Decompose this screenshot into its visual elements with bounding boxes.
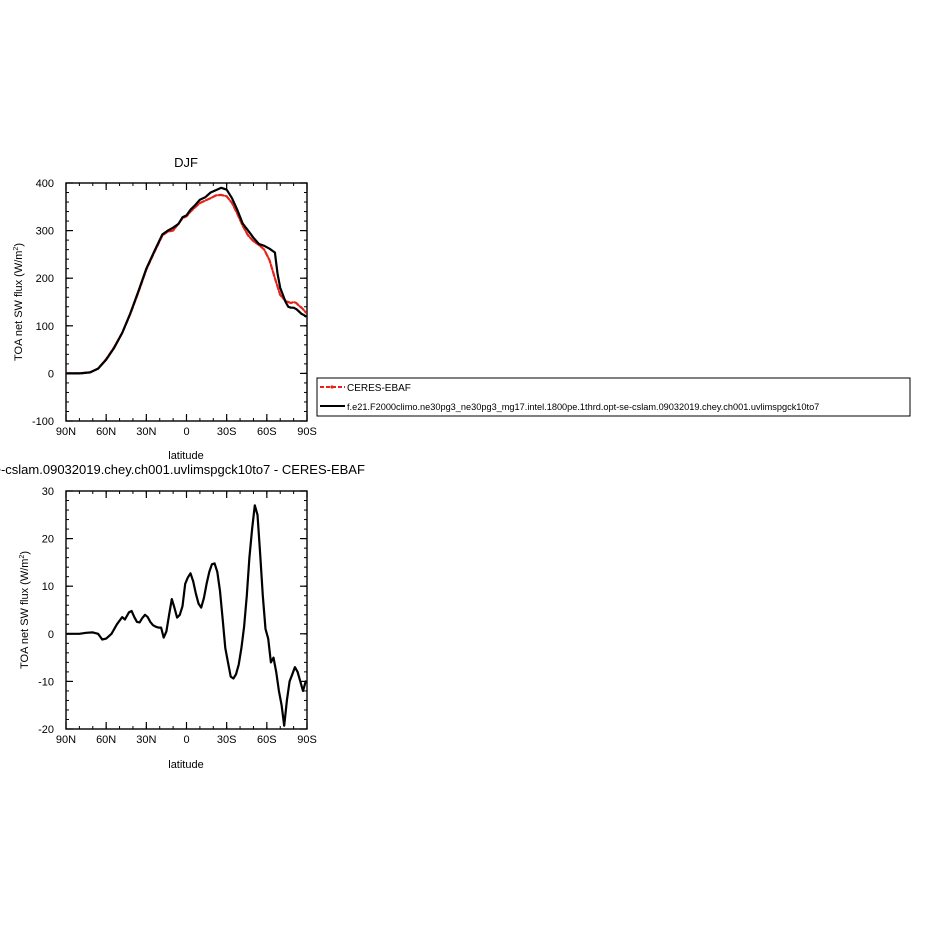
y-axis-label-bottom: TOA net SW flux (W/m2): [19, 551, 31, 669]
x-tick-label: 60S: [257, 426, 277, 438]
legend: CERES-EBAF f.e21.F2000climo.ne30pg3_ne30…: [316, 377, 911, 417]
y-tick-label: -20: [38, 724, 54, 736]
x-tick-label: 60S: [257, 734, 277, 746]
series-line-top-1: [66, 186, 307, 375]
bottom-panel-difference: f.e21.F2000climo.ne30pg3_ne30pg3_mg17.in…: [0, 462, 365, 771]
y-tick-label: 10: [42, 581, 54, 593]
x-tick-label: 90S: [297, 426, 317, 438]
axis-ticks-bottom: 90N 60N 30N 0 30S 60S 90S -20 -10 0 10 20 30: [38, 486, 317, 746]
x-tick-label: 0: [183, 734, 189, 746]
series-lines-bottom: [66, 504, 307, 727]
x-tick-label: 30N: [136, 426, 156, 438]
chart-title-difference: f.e21.F2000climo.ne30pg3_ne30pg3_mg17.in…: [0, 462, 365, 477]
x-tick-label: 90N: [56, 734, 76, 746]
axis-ticks-top: 90N 60N 30N 0 30S 60S 90S -100 0 100 200 300 400: [32, 178, 317, 438]
series-line-top-0: [66, 193, 307, 375]
y-tick-label: 100: [36, 321, 54, 333]
x-axis-label-top: latitude: [168, 450, 203, 462]
plot-frame-top: [65, 182, 308, 422]
x-tick-label: 90S: [297, 734, 317, 746]
legend-box: [316, 377, 911, 417]
x-tick-label: 30S: [217, 426, 237, 438]
series-line-bottom-0: [66, 504, 307, 727]
y-tick-label: -10: [38, 676, 54, 688]
y-tick-label: 0: [48, 368, 54, 380]
x-tick-label: 90N: [56, 426, 76, 438]
x-axis-label-bottom: latitude: [168, 759, 203, 771]
y-tick-label: 300: [36, 226, 54, 238]
top-panel-djf: DJF 90N 60N 30N 0 30S 60S 90S -100 0 100 200 300 400…: [13, 155, 317, 462]
x-tick-label: 60N: [96, 426, 116, 438]
plot-frame-bottom: [65, 490, 308, 730]
y-tick-label: 400: [36, 178, 54, 190]
x-tick-label: 30N: [136, 734, 156, 746]
y-axis-label-top: TOA net SW flux (W/m2): [13, 243, 25, 361]
y-tick-label: 200: [36, 273, 54, 285]
y-tick-label: 0: [48, 629, 54, 641]
y-tick-label: 30: [42, 486, 54, 498]
y-tick-label: -100: [32, 416, 54, 428]
legend-label-ceres: CERES-EBAF: [347, 383, 411, 394]
x-tick-label: 60N: [96, 734, 116, 746]
series-lines-top: [66, 186, 307, 375]
legend-marker-ceres: [330, 385, 334, 389]
x-tick-label: 0: [183, 426, 189, 438]
x-tick-label: 30S: [217, 734, 237, 746]
legend-label-model: f.e21.F2000climo.ne30pg3_ne30pg3_mg17.in…: [347, 402, 819, 412]
y-tick-label: 20: [42, 534, 54, 546]
chart-title-djf: DJF: [174, 155, 198, 170]
